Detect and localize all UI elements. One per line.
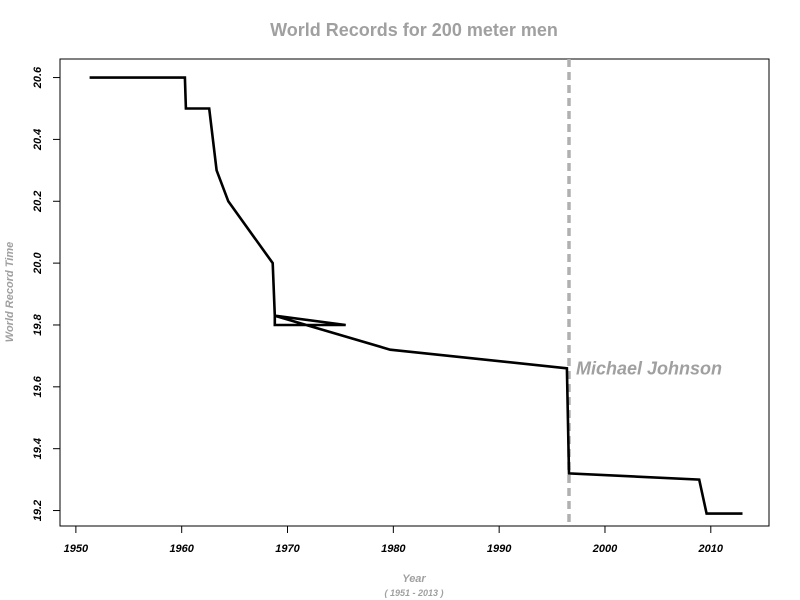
y-axis-label: World Record Time bbox=[4, 242, 16, 342]
y-tick-label: 19.4 bbox=[32, 438, 44, 459]
x-tick-label: 1980 bbox=[381, 543, 406, 555]
y-tick-label: 19.8 bbox=[32, 313, 44, 335]
chart-title: World Records for 200 meter men bbox=[270, 20, 558, 40]
x-axis-sublabel: ( 1951 - 2013 ) bbox=[384, 588, 443, 598]
y-tick-label: 20.4 bbox=[32, 129, 44, 151]
x-axis-label: Year bbox=[402, 573, 426, 585]
y-tick-label: 20.2 bbox=[32, 191, 44, 213]
y-tick-label: 19.6 bbox=[32, 375, 44, 397]
y-tick-label: 20.6 bbox=[32, 66, 44, 89]
x-tick-label: 2010 bbox=[698, 543, 724, 555]
y-tick-label: 19.2 bbox=[32, 500, 44, 521]
series-layer bbox=[89, 76, 743, 515]
annotations: Michael Johnson bbox=[567, 59, 722, 526]
x-axis: 1950 1960 1970 1980 1990 2000 2010 bbox=[64, 526, 724, 555]
x-tick-label: 1960 bbox=[169, 543, 194, 555]
series-line bbox=[89, 76, 743, 515]
x-tick-label: 1970 bbox=[275, 543, 300, 555]
x-tick-label: 2000 bbox=[592, 543, 618, 555]
plot-frame bbox=[59, 58, 770, 527]
x-tick-label: 1990 bbox=[487, 543, 512, 555]
annotation-label: Michael Johnson bbox=[576, 358, 722, 378]
y-axis: 19.2 19.4 19.6 19.8 20.0 20.2 20.4 20.6 bbox=[32, 66, 60, 521]
x-tick-label: 1950 bbox=[64, 543, 89, 555]
y-tick-label: 20.0 bbox=[32, 252, 44, 275]
